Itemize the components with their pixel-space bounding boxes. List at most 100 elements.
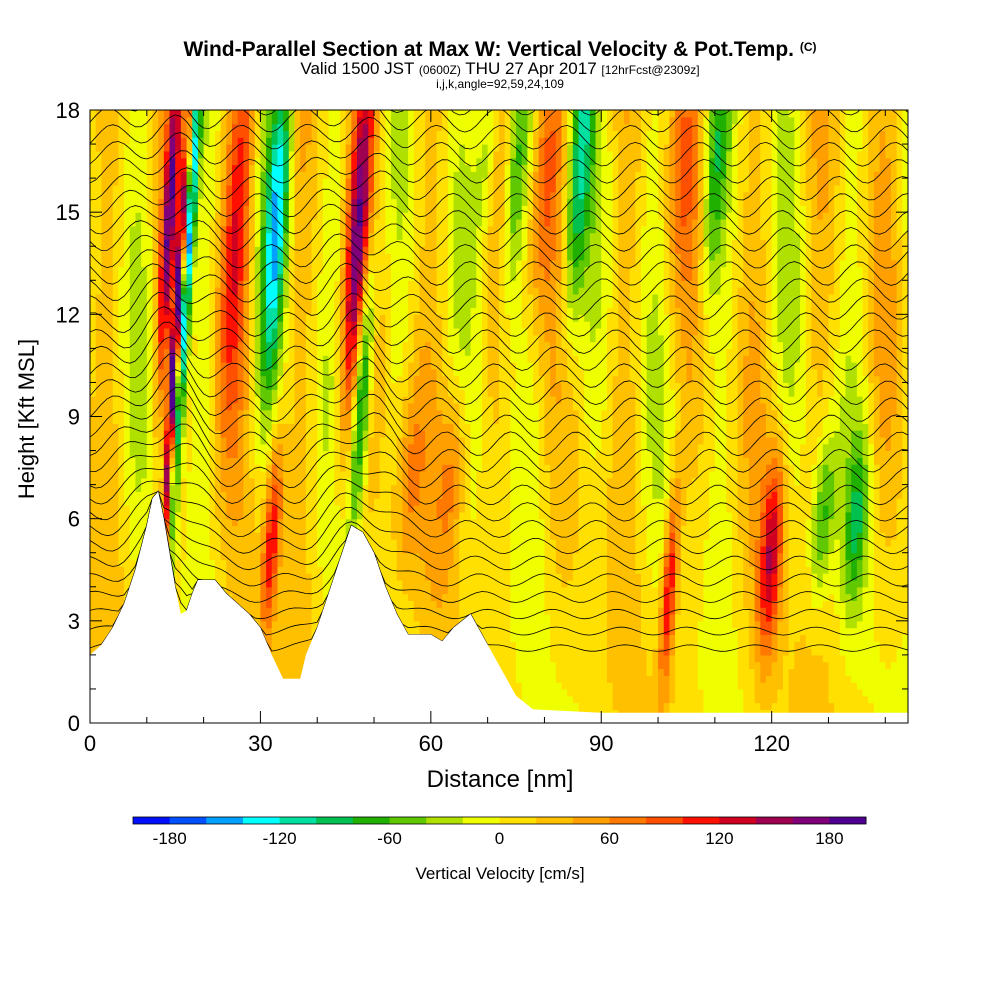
w-cell <box>146 287 154 295</box>
w-cell <box>112 123 119 132</box>
w-cell <box>124 164 131 172</box>
w-cell <box>362 409 369 418</box>
w-cell <box>232 389 239 397</box>
w-cell <box>186 137 193 145</box>
w-cell <box>345 314 352 322</box>
w-cell <box>237 137 244 145</box>
w-cell <box>311 382 318 390</box>
w-cell <box>328 511 335 520</box>
w-cell <box>345 307 352 315</box>
w-cell <box>146 355 154 363</box>
w-cell <box>186 470 193 479</box>
w-cell <box>254 443 262 452</box>
w-cell <box>175 525 182 533</box>
w-cell <box>226 123 233 132</box>
w-cell <box>135 450 142 458</box>
w-cell <box>374 396 381 404</box>
w-cell <box>95 116 102 125</box>
w-cell <box>356 382 364 390</box>
w-cell <box>345 123 352 132</box>
w-cell <box>214 348 222 356</box>
w-cell <box>197 334 205 343</box>
w-cell <box>277 389 284 397</box>
w-cell <box>362 314 369 322</box>
w-cell <box>203 171 210 179</box>
w-cell <box>118 171 125 179</box>
w-cell <box>124 341 131 349</box>
w-cell <box>129 423 137 431</box>
w-cell <box>283 205 290 213</box>
w-cell <box>175 205 182 213</box>
w-cell <box>209 327 216 336</box>
w-cell <box>294 586 301 595</box>
w-cell <box>226 287 233 295</box>
w-cell <box>209 321 216 329</box>
w-cell <box>317 130 324 138</box>
w-cell <box>192 382 199 390</box>
w-cell <box>101 191 108 200</box>
w-cell <box>368 321 375 329</box>
w-cell <box>288 539 296 547</box>
w-cell <box>163 327 171 336</box>
w-cell <box>277 218 284 227</box>
w-cell <box>118 511 125 520</box>
w-cell <box>339 123 347 132</box>
w-cell <box>107 498 114 506</box>
w-cell <box>226 518 233 527</box>
w-cell <box>112 511 119 520</box>
w-cell <box>249 348 256 356</box>
w-cell <box>391 314 398 322</box>
w-cell <box>277 144 284 152</box>
w-cell <box>249 443 256 452</box>
w-cell <box>283 586 290 595</box>
w-cell <box>288 484 296 493</box>
w-cell <box>169 218 176 227</box>
w-cell <box>169 130 176 138</box>
w-cell <box>107 593 114 601</box>
w-cell <box>254 287 262 295</box>
w-cell <box>192 137 199 145</box>
w-cell <box>152 232 159 241</box>
w-cell <box>237 559 244 567</box>
w-cell <box>158 205 165 213</box>
w-cell <box>305 532 313 540</box>
w-cell <box>169 232 176 241</box>
w-cell <box>322 287 330 295</box>
w-cell <box>311 280 318 288</box>
w-cell <box>351 511 358 520</box>
w-cell <box>209 511 216 520</box>
w-cell <box>220 144 227 152</box>
w-cell <box>322 402 330 411</box>
w-cell <box>351 144 358 152</box>
w-cell <box>129 314 137 322</box>
w-cell <box>232 382 239 390</box>
w-cell <box>158 491 165 499</box>
w-cell <box>368 123 375 132</box>
w-cell <box>396 130 404 138</box>
w-cell <box>118 586 125 595</box>
w-cell <box>317 300 324 309</box>
w-cell <box>339 375 347 384</box>
w-cell <box>107 375 114 384</box>
w-cell <box>362 184 369 193</box>
w-cell <box>294 498 301 506</box>
w-cell <box>158 157 165 166</box>
w-cell <box>192 300 199 309</box>
w-cell <box>362 498 369 506</box>
w-cell <box>356 184 364 193</box>
w-cell <box>294 375 301 384</box>
w-cell <box>288 218 296 227</box>
w-cell <box>385 518 392 527</box>
w-cell <box>300 137 307 145</box>
w-cell <box>374 450 381 458</box>
w-cell <box>197 525 205 533</box>
w-cell <box>192 375 199 384</box>
w-cell <box>351 341 358 349</box>
w-cell <box>339 253 347 261</box>
w-cell <box>118 348 125 356</box>
w-cell <box>146 436 154 445</box>
w-cell <box>317 239 324 247</box>
w-cell <box>95 511 102 520</box>
w-cell <box>197 150 205 159</box>
w-cell <box>266 573 273 581</box>
